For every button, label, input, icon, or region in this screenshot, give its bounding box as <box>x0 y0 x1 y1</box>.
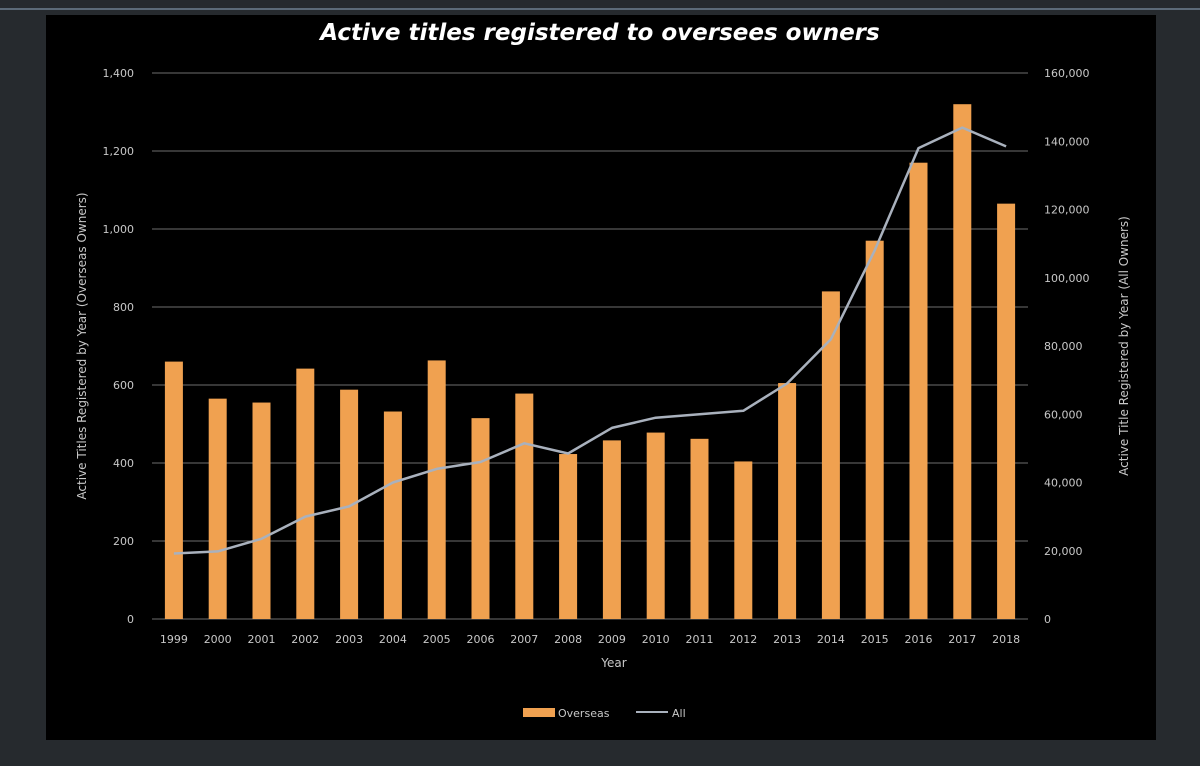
x-tick-label: 2014 <box>817 633 845 646</box>
bar-overseas-2006 <box>471 418 490 619</box>
legend: Overseas All <box>523 707 686 720</box>
x-tick-label: 2011 <box>686 633 714 646</box>
x-axis-title: Year <box>600 656 626 670</box>
bar-overseas-2017 <box>953 104 972 619</box>
x-tick-label: 2001 <box>248 633 276 646</box>
right-tick-label: 0 <box>1044 613 1051 626</box>
x-tick-label: 2006 <box>467 633 495 646</box>
line-all-owners <box>173 126 1007 555</box>
right-tick-label: 20,000 <box>1044 545 1083 558</box>
left-tick-label: 200 <box>113 535 134 548</box>
x-tick-label: 2003 <box>335 633 363 646</box>
x-tick-label: 2013 <box>773 633 801 646</box>
bar-overseas-2005 <box>427 360 446 619</box>
chart-title: Active titles registered to oversees own… <box>320 20 880 46</box>
x-tick-label: 2016 <box>905 633 933 646</box>
x-tick-label: 2005 <box>423 633 451 646</box>
right-tick-label: 100,000 <box>1044 272 1090 285</box>
bar-overseas-2011 <box>690 438 709 619</box>
x-tick-label: 2002 <box>291 633 319 646</box>
left-tick-label: 1,400 <box>103 67 135 80</box>
left-tick-label: 0 <box>127 613 134 626</box>
bar-overseas-2010 <box>646 432 665 619</box>
legend-swatch-overseas <box>523 708 555 717</box>
bar-overseas-2016 <box>909 162 928 619</box>
x-tick-label: 2008 <box>554 633 582 646</box>
x-tick-label: 2009 <box>598 633 626 646</box>
x-tick-label: 2015 <box>861 633 889 646</box>
left-tick-label: 1,000 <box>103 223 135 236</box>
right-axis-title: Active Title Registered by Year (All Own… <box>1117 216 1131 476</box>
x-tick-label: 2007 <box>510 633 538 646</box>
left-tick-label: 1,200 <box>103 145 135 158</box>
gridlines <box>152 72 1028 620</box>
x-tick-label: 2017 <box>948 633 976 646</box>
bar-overseas-2003 <box>340 389 359 619</box>
x-tick-label: 2018 <box>992 633 1020 646</box>
right-tick-label: 60,000 <box>1044 408 1083 421</box>
left-tick-label: 400 <box>113 457 134 470</box>
top-divider <box>0 8 1200 10</box>
right-tick-label: 80,000 <box>1044 340 1083 353</box>
x-axis-ticks: 1999 2000 2001 2002 2003 2004 2005 2006 2007 2008… <box>160 633 1020 646</box>
bar-overseas-2008 <box>559 454 578 619</box>
right-tick-label: 160,000 <box>1044 67 1090 80</box>
all-owners-line-group <box>173 126 1007 555</box>
bar-overseas-2018 <box>997 203 1016 619</box>
right-tick-label: 40,000 <box>1044 477 1083 490</box>
x-tick-label: 2010 <box>642 633 670 646</box>
bar-overseas-2000 <box>208 398 227 619</box>
legend-label-overseas: Overseas <box>558 707 610 720</box>
right-tick-label: 140,000 <box>1044 135 1090 148</box>
left-axis-title: Active Titles Registered by Year (Overse… <box>75 192 89 499</box>
bar-overseas-1999 <box>164 361 183 619</box>
left-tick-label: 800 <box>113 301 134 314</box>
left-tick-label: 600 <box>113 379 134 392</box>
x-tick-label: 2004 <box>379 633 407 646</box>
right-axis-ticks: 0 20,000 40,000 60,000 80,000 100,000 120,000 1… <box>1044 67 1090 626</box>
overseas-bars <box>164 104 1016 619</box>
left-axis-ticks: 0 200 400 600 800 1,000 1,200 1,400 <box>103 67 135 626</box>
bar-overseas-2004 <box>383 411 402 619</box>
bar-overseas-2014 <box>821 291 840 619</box>
x-tick-label: 2012 <box>729 633 757 646</box>
bar-overseas-2007 <box>515 393 534 619</box>
bar-overseas-2015 <box>865 240 884 619</box>
bar-overseas-2013 <box>778 383 797 619</box>
legend-label-all: All <box>672 707 686 720</box>
x-tick-label: 1999 <box>160 633 188 646</box>
bar-overseas-2012 <box>734 461 753 619</box>
bar-overseas-2001 <box>252 402 271 619</box>
bar-overseas-2002 <box>296 368 315 619</box>
x-tick-label: 2000 <box>204 633 232 646</box>
bar-overseas-2009 <box>602 440 621 619</box>
right-tick-label: 120,000 <box>1044 204 1090 217</box>
